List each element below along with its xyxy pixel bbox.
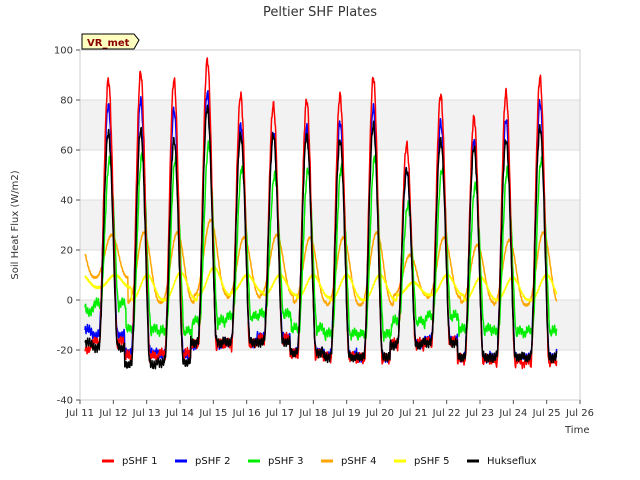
- legend-label: pSHF 5: [414, 456, 450, 467]
- x-tick-label: Jul 16: [232, 408, 261, 419]
- legend-label: pSHF 2: [195, 456, 231, 467]
- legend-label: pSHF 1: [122, 456, 158, 467]
- x-tick-label: Jul 15: [198, 408, 227, 419]
- legend: pSHF 1 pSHF 2 pSHF 3 pSHF 4 pSHF 5 Hukseflux: [102, 456, 537, 467]
- x-tick-label: Jul 14: [165, 408, 194, 419]
- x-axis: Jul 11 Jul 12 Jul 13 Jul 14 Jul 15 Jul 16 Jul …: [65, 400, 594, 419]
- grid-bands: [80, 49, 580, 401]
- legend-label: Hukseflux: [487, 456, 537, 467]
- grid-band: [80, 250, 580, 300]
- legend-label: pSHF 3: [268, 456, 304, 467]
- grid-band: [80, 100, 580, 150]
- x-tick-label: Jul 20: [365, 408, 394, 419]
- x-tick-label: Jul 11: [65, 408, 94, 419]
- y-tick-label: 80: [60, 96, 73, 107]
- grid-band: [80, 150, 580, 200]
- y-tick-label: 100: [54, 46, 73, 57]
- x-tick-label: Jul 18: [298, 408, 327, 419]
- series-line-hukseflux: [84, 104, 558, 370]
- x-tick-label: Jul 25: [532, 408, 561, 419]
- series-lines: [84, 57, 558, 370]
- y-tick-label: -20: [57, 346, 73, 357]
- badge-shape: [81, 33, 140, 50]
- legend-item: pSHF 4: [321, 456, 377, 467]
- grid-band: [80, 50, 580, 100]
- x-tick-label: Jul 17: [265, 408, 294, 419]
- x-tick-label: Jul 21: [398, 408, 427, 419]
- plot-area-frame: [79, 49, 581, 401]
- x-axis-label: Time: [564, 425, 589, 436]
- y-axis-label: Soil Heat Flux (W/m2): [10, 170, 21, 279]
- legend-item: pSHF 3: [248, 456, 304, 467]
- x-tick-label: Jul 12: [98, 408, 127, 419]
- x-tick-label: Jul 19: [332, 408, 361, 419]
- x-tick-label: Jul 24: [498, 408, 527, 419]
- y-axis: -40 -20 0 20 40 60 80 100: [54, 46, 80, 407]
- x-tick-label: Jul 26: [565, 408, 594, 419]
- y-tick-label: 0: [67, 296, 73, 307]
- chart-title: Peltier SHF Plates: [263, 5, 377, 20]
- legend-item: pSHF 5: [394, 456, 450, 467]
- y-tick-label: 40: [60, 196, 73, 207]
- grid-band: [80, 200, 580, 250]
- legend-item: pSHF 2: [175, 456, 231, 467]
- y-tick-label: -40: [57, 396, 73, 407]
- legend-label: pSHF 4: [341, 456, 377, 467]
- series-line-pshf-5: [84, 265, 558, 302]
- legend-item: Hukseflux: [467, 456, 537, 467]
- x-tick-label: Jul 23: [465, 408, 494, 419]
- y-tick-label: 60: [60, 146, 73, 157]
- vr-met-badge: VR_met: [81, 33, 140, 50]
- badge-label: VR_met: [87, 38, 130, 49]
- legend-item: pSHF 1: [102, 456, 158, 467]
- x-tick-label: Jul 13: [132, 408, 161, 419]
- y-tick-label: 20: [60, 246, 73, 257]
- x-tick-label: Jul 22: [432, 408, 461, 419]
